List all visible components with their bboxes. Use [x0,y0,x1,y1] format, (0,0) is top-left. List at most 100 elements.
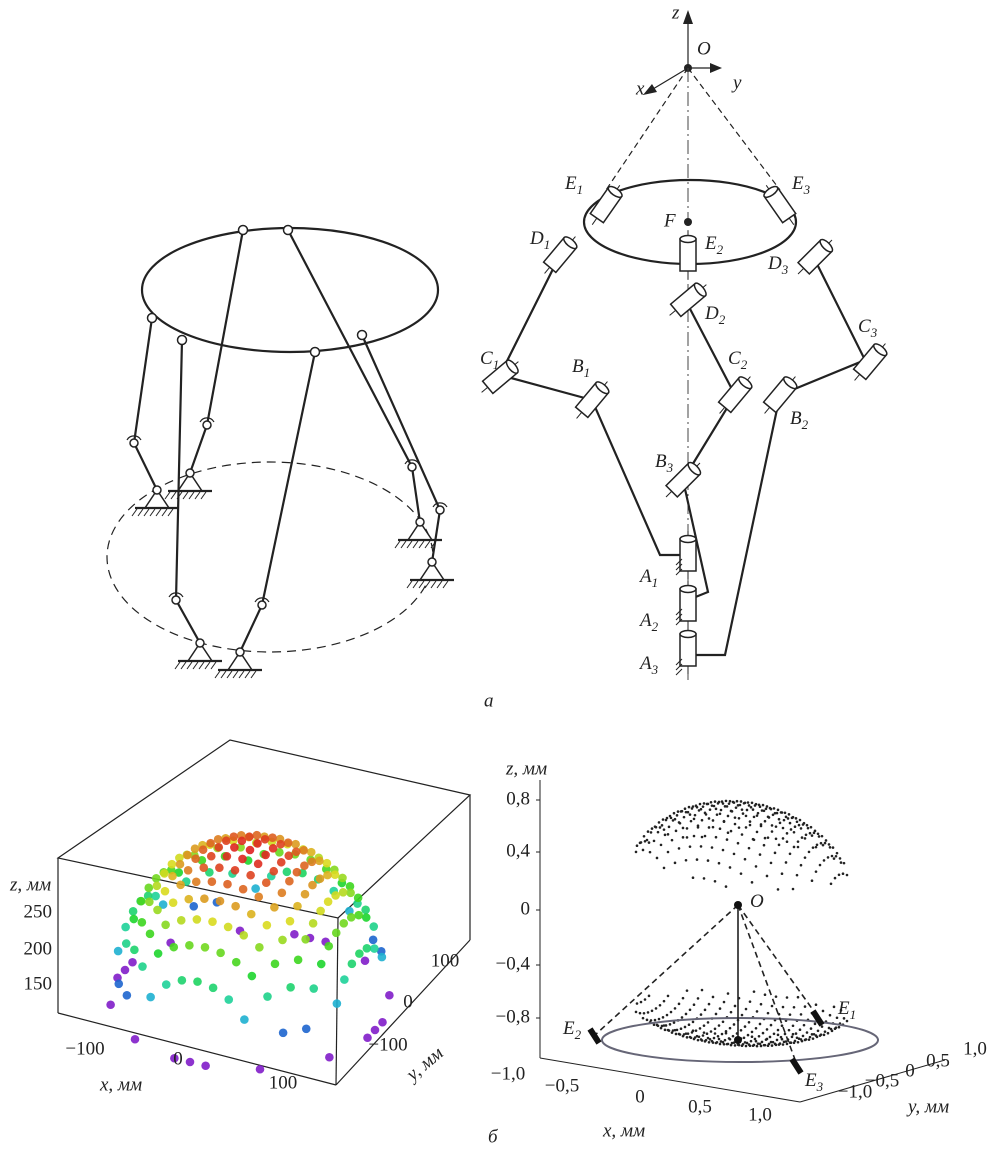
point [162,980,171,989]
point [797,1041,800,1044]
point [271,960,280,969]
point [763,1044,766,1047]
point [743,802,746,805]
hatch [181,662,186,669]
joint [172,596,180,604]
point [701,836,704,839]
point [176,860,185,869]
point [355,949,364,958]
point [716,813,719,816]
label: −0,8 [496,1006,530,1027]
point [137,897,146,906]
label-base: B [790,408,802,429]
point [802,823,805,826]
point [669,1023,672,1026]
point [811,834,814,837]
label: z, мм [505,758,547,779]
point [169,943,178,952]
label: а [484,690,494,711]
point [649,851,652,854]
label: x [635,78,645,99]
point [663,1024,666,1027]
point [284,838,293,847]
point [762,804,765,807]
point [824,1030,827,1033]
point [254,893,263,902]
point [792,888,795,891]
point [718,1024,721,1027]
point [745,1008,748,1011]
cylinder [848,338,891,385]
label: A3 [638,653,659,677]
point [240,1015,249,1024]
point [706,1032,709,1035]
point [811,879,814,882]
cylinder-body [680,634,696,666]
cylinder-body [680,239,696,271]
point [302,1024,311,1033]
point [712,819,715,822]
point [671,1031,674,1034]
point [207,852,216,861]
point [201,1061,210,1070]
point [178,976,187,985]
point [792,1024,795,1027]
point [160,869,169,878]
point [114,979,123,988]
point [269,867,278,876]
point [301,890,310,899]
point [291,840,300,849]
hatch [407,581,412,588]
point [734,1036,742,1044]
point [786,840,789,843]
cylinder-cap [680,236,696,243]
point [776,1039,779,1042]
label-sub: 3 [781,262,789,277]
point [655,1007,658,1010]
point [778,1043,781,1046]
point [734,1005,737,1008]
point [711,1040,714,1043]
point [698,809,701,812]
point [846,1020,849,1023]
label: F [663,210,676,231]
point [799,819,802,822]
point [184,895,193,904]
point [824,842,827,845]
point [277,858,286,867]
point [804,1005,807,1008]
point [675,1033,678,1036]
label: 0 [521,898,531,919]
point [701,819,704,822]
point [323,871,332,880]
point [802,1035,805,1038]
point [667,995,670,998]
point [774,852,777,855]
label-sub: 1 [584,365,591,380]
point [814,1023,817,1026]
point [772,813,775,816]
point [713,1037,716,1040]
point [168,872,177,881]
point [815,1003,818,1006]
point [664,834,667,837]
point [796,820,799,823]
point [739,804,742,807]
point [651,827,654,830]
point [738,817,741,820]
point [756,1045,759,1048]
point [747,1034,750,1037]
point [674,1007,677,1010]
point [767,1012,770,1015]
point [744,858,747,861]
point [261,835,270,844]
hatch [437,581,442,588]
label: 100 [269,1072,298,1093]
point [771,824,774,827]
point [642,1017,645,1020]
point [751,1035,754,1038]
actuator [590,1029,599,1043]
hatch [165,492,170,499]
point [768,816,771,819]
label: −0,4 [496,953,531,974]
